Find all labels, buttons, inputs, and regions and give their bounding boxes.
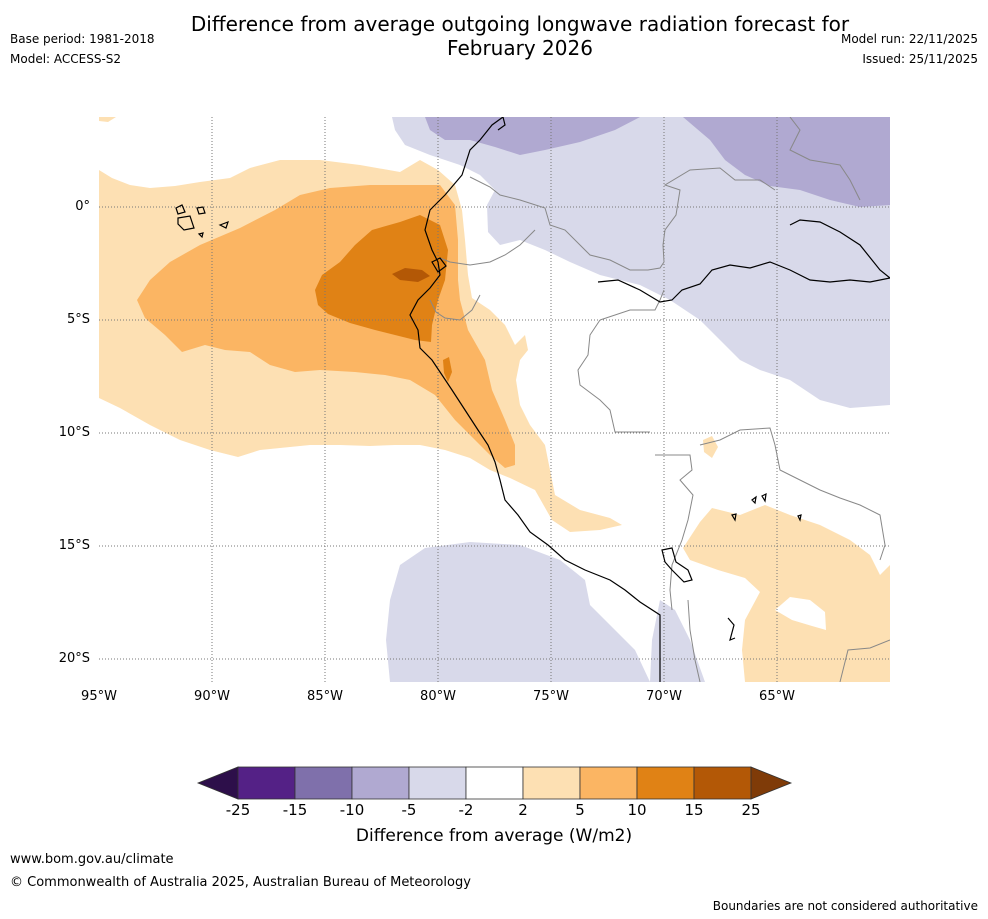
lake-titicaca [661,547,693,583]
anomaly-area-p10-p15 [315,215,448,342]
border-peru-bolivia [655,454,694,611]
chart-title: Difference from average outgoing longwav… [150,12,890,60]
colorbar-bin-p2-p5 [522,766,581,800]
colorbar-bin-m5-m2 [408,766,467,800]
colorbar-extend-low [196,766,239,800]
border-bolivia-brazil [699,427,886,561]
colorbar-bin-p5-p10 [579,766,638,800]
map-panel [99,117,890,682]
lon-label-95w: 95°W [81,689,117,704]
border-ecuador-peru [439,229,536,266]
lat-label-0: 0° [75,199,90,214]
colorbar-tick-p25: 25 [741,801,761,819]
anomaly-area-p15-p25 [392,268,430,282]
country-borders [429,117,890,682]
anomaly-area-m10-m5-north-right [683,117,890,207]
anomaly-area-m5-m2-bolivia [650,600,705,682]
island-galapagos-2 [177,215,195,231]
no-anomaly-hole [775,597,826,630]
colorbar-bin-m25-m15 [237,766,296,800]
border-venezuela-brazil [789,117,861,201]
coastline-pacific [409,117,661,682]
lat-label-15s: 15°S [58,538,90,553]
gridlines [99,117,890,682]
colorbar-tick-p5: 5 [575,801,585,819]
lon-label-75w: 75°W [533,689,569,704]
colorbar-tick-m15: -15 [282,801,308,819]
colorbar-extend-high [750,766,793,800]
lon-label-90w: 90°W [194,689,230,704]
colorbar-bin-m2-p2 [465,766,524,800]
footer-copyright: © Commonwealth of Australia 2025, Austra… [10,875,471,890]
lat-label-20s: 20°S [58,651,90,666]
river-amazon [597,261,890,303]
model-run: Model run: 22/11/2025 [840,32,978,46]
river-bolivia [727,492,802,642]
title-line-1: Difference from average outgoing longwav… [190,12,850,36]
colorbar-tick-m2: -2 [458,801,474,819]
coastline [175,117,890,682]
island-galapagos-3 [196,206,206,215]
coastline-caribbean [497,117,506,131]
colorbar-tick-p15: 15 [684,801,704,819]
island-galapagos-5 [197,232,204,239]
colorbar-bin-p10-p15 [636,766,695,800]
colorbar-tick-m5: -5 [401,801,417,819]
colorbar-bin-p15-p25 [693,766,752,800]
anomaly-area-p2-p5-corner [99,117,116,122]
title-line-2: February 2026 [447,36,593,60]
border-peru-brazil [577,289,665,433]
anomaly-area-m5-m2-north [392,117,890,408]
border-ecuador-peru-south [429,294,481,321]
colorbar-title: Difference from average (W/m2) [355,826,633,846]
meta-right: Model run: 22/11/2025 Issued: 25/11/2025 [841,29,978,69]
lon-label-65w: 65°W [759,689,795,704]
anomaly-area-m5-m2-south [386,542,650,682]
colorbar-tick-p2: 2 [518,801,528,819]
anomaly-area-m10-m5-north-left [425,117,640,155]
island-galapagos-1 [175,204,186,215]
footer-disclaimer: Boundaries are not considered authoritat… [712,899,978,913]
anomaly-area-p10-p15-small [443,357,452,382]
lon-label-85w: 85°W [307,689,343,704]
model-name: Model: ACCESS-S2 [10,52,122,66]
lat-label-5s: 5°S [66,312,90,327]
coastline-gulf-guayaquil [431,257,447,273]
lon-label-70w: 70°W [646,689,682,704]
island-galapagos-4 [218,220,229,229]
river-amazon-tributary [789,219,890,279]
colorbar-tick-m25: -25 [225,801,251,819]
base-period: Base period: 1981-2018 [10,32,155,46]
border-paraguay [839,639,890,682]
lon-label-80w: 80°W [420,689,456,704]
colorbar-bin-m15-m10 [294,766,353,800]
footer-url: www.bom.gov.au/climate [10,852,174,867]
anomaly-area-p2-p5-south-east [683,505,890,682]
issued-date: Issued: 25/11/2025 [862,52,978,66]
lat-label-10s: 10°S [58,425,90,440]
colorbar-tick-m10: -10 [339,801,365,819]
colorbar-tick-p10: 10 [627,801,647,819]
border-chile-bolivia [687,599,701,682]
meta-left: Base period: 1981-2018 Model: ACCESS-S2 [10,29,155,69]
border-colombia-peru [469,167,776,271]
colorbar-bin-m10-m5 [351,766,410,800]
